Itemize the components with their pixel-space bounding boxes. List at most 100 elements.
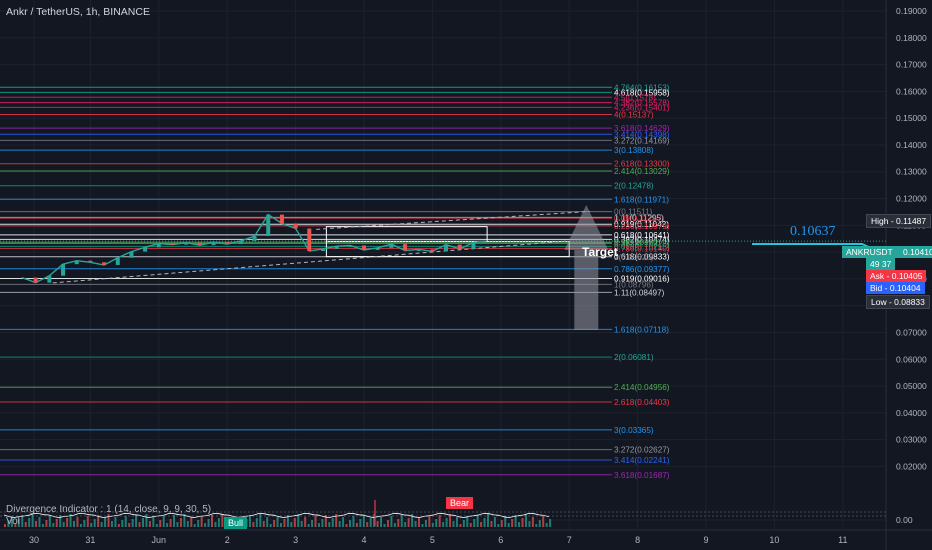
- volume-bar: [211, 515, 213, 527]
- volume-bar: [159, 520, 162, 527]
- fib-label: 3.618(0.01687): [614, 471, 670, 480]
- ask-badge-label: Ask: [870, 271, 885, 281]
- volume-bar: [166, 523, 169, 527]
- price-candle: [444, 244, 449, 252]
- volume-bar: [300, 521, 303, 527]
- indicator-pane: [0, 500, 886, 527]
- volume-bar: [131, 519, 134, 527]
- volume-bar: [17, 519, 20, 527]
- fib-levels: 4.764(0.16153)4.618(0.15958)4.5(0.1578)4…: [0, 83, 670, 480]
- volume-bar: [504, 516, 507, 527]
- price-series: [0, 213, 886, 284]
- fib-label: 3(0.03365): [614, 426, 654, 435]
- x-tick-label: Jun: [152, 535, 167, 545]
- x-tick-label: 11: [838, 535, 847, 545]
- fib-label: 1.618(0.07118): [614, 325, 669, 334]
- volume-bar: [176, 522, 179, 527]
- volume-bar: [269, 524, 272, 527]
- fib-label: 1(0.09820): [614, 253, 654, 262]
- trend-dashed-upper: [316, 210, 590, 230]
- volume-bar: [538, 520, 541, 527]
- volume-bar: [190, 517, 193, 527]
- indicator-label: Divergence Indicator : 1 (14, close, 9, …: [6, 504, 212, 515]
- volume-bar: [35, 521, 38, 527]
- y-tick-label: 0.12000: [896, 194, 927, 204]
- countdown-badge: 49 37: [866, 258, 896, 270]
- x-tick-label: 9: [703, 535, 708, 545]
- volume-bar: [490, 521, 493, 527]
- volume-bar: [324, 515, 327, 527]
- bid-badge-label: Bid: [870, 283, 883, 293]
- price-candle: [279, 214, 284, 224]
- volume-bar: [169, 519, 172, 527]
- x-tick-label: 31: [85, 535, 95, 545]
- fib-label: 4.382(0.15578): [614, 99, 670, 108]
- volume-bar: [455, 517, 458, 527]
- fib-label: 0.618(0.09833): [614, 253, 670, 262]
- volume-bar: [204, 523, 207, 527]
- volume-bar: [290, 522, 293, 527]
- y-tick-label: 0.14000: [896, 140, 927, 150]
- target-label: Target: [582, 245, 618, 259]
- volume-bar: [483, 518, 486, 527]
- volume-bar: [352, 516, 355, 527]
- fib-label: 0.618(0.10641): [614, 231, 670, 240]
- price-candle: [362, 245, 366, 250]
- volume-bar: [304, 517, 307, 527]
- volume-bar: [145, 514, 148, 527]
- volume-bar: [373, 514, 376, 527]
- volume-bar: [110, 521, 113, 527]
- volume-bar: [473, 519, 476, 527]
- volume-bar: [124, 516, 127, 527]
- volume-bar: [380, 517, 383, 527]
- volume-bar: [355, 523, 358, 527]
- volume-bar: [528, 521, 531, 527]
- volume-bar: [362, 515, 365, 527]
- volume-bar: [52, 523, 55, 527]
- volume-bar: [480, 522, 483, 527]
- volume-bar: [411, 514, 414, 527]
- volume-bar: [207, 519, 210, 527]
- price-axis[interactable]: 0.19000 0.18000 0.17000 0.16000 0.15000 0.140…: [896, 6, 927, 525]
- chart-title: Ankr / TetherUS, 1h, BINANCE: [6, 6, 150, 18]
- fib-label: 2(0.06081): [614, 353, 654, 362]
- price-candle: [266, 214, 271, 237]
- volume-bar: [514, 515, 517, 527]
- volume-bar: [138, 522, 141, 527]
- volume-bar: [59, 515, 62, 527]
- high-badge: High - 0.11487: [866, 214, 932, 228]
- volume-bar: [317, 523, 320, 527]
- symbol-badge: ANKRUSDT 0.10410: [842, 246, 932, 258]
- volume-bar: [252, 522, 255, 527]
- volume-bar: [293, 518, 296, 527]
- volume-bar: [24, 522, 27, 527]
- fib-label: 0.5(0.10370): [614, 238, 661, 247]
- range-boxes: [52, 210, 590, 284]
- volume-bar: [418, 517, 420, 527]
- symbol-badge-value: 0.10410: [902, 247, 932, 257]
- x-tick-label: 10: [769, 535, 779, 545]
- bid-badge: Bid - 0.10404: [866, 282, 925, 294]
- volume-bar: [62, 522, 65, 527]
- fib-label: 3.272(0.02627): [614, 446, 670, 455]
- y-tick-label: 0.18000: [896, 33, 927, 43]
- time-axis[interactable]: 30 31 Jun 2 3 4 5 6 7 8 9 10 11: [29, 535, 847, 545]
- fib-label: 1.11(0.11295): [614, 213, 664, 222]
- bid-badge-value: 0.10404: [889, 283, 921, 293]
- price-candle: [170, 243, 175, 246]
- fib-label: 0.786(0.10140): [614, 244, 670, 253]
- price-candle: [197, 242, 202, 246]
- volume-bar: [86, 516, 89, 527]
- volume-bar: [66, 518, 69, 527]
- x-tick-label: 4: [361, 535, 366, 545]
- volume-bar: [535, 524, 538, 527]
- volume-bar: [466, 516, 469, 527]
- volume-bar: [193, 524, 196, 527]
- volume-bar: [200, 516, 203, 527]
- fib-label: 0.919(0.11042): [614, 220, 669, 229]
- price-candle: [481, 241, 486, 243]
- volume-bar: [7, 520, 10, 527]
- price-candle: [334, 246, 339, 249]
- volume-bar: [297, 514, 300, 527]
